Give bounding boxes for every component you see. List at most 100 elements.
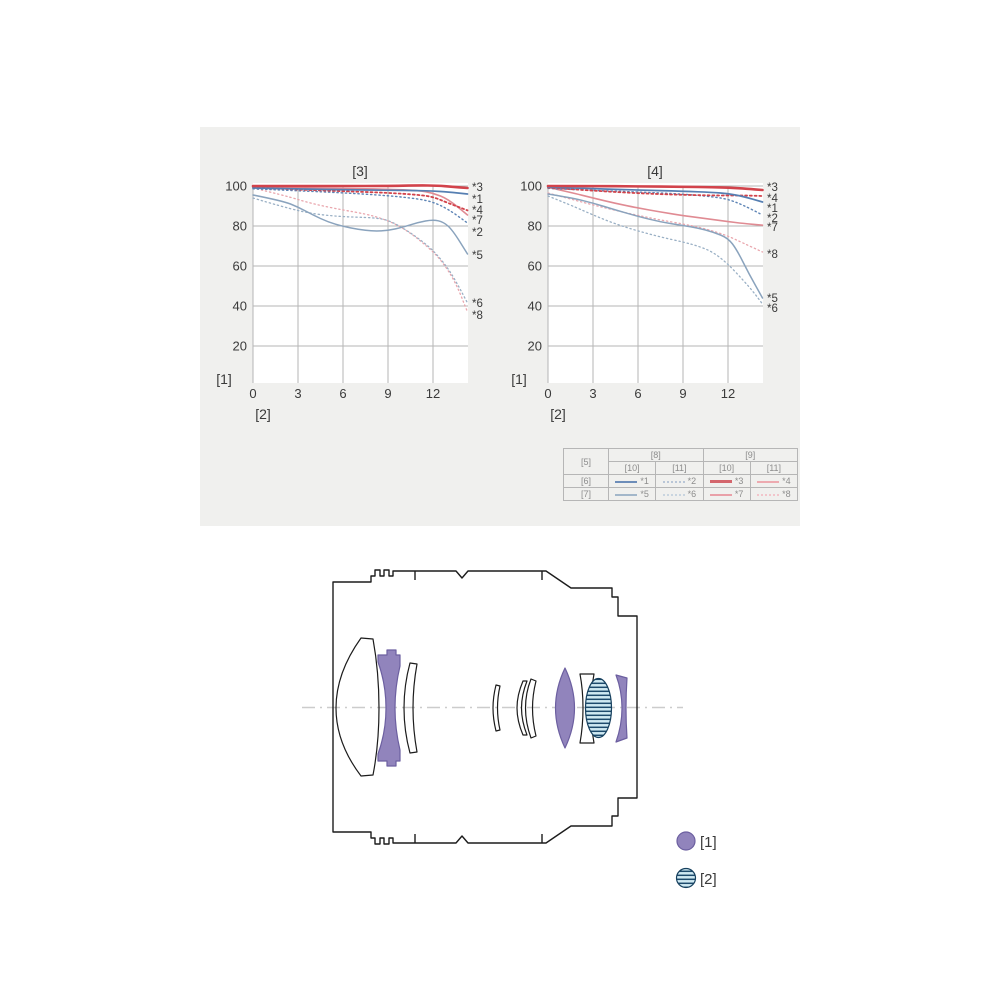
legend-entry-label: *3 [734,476,744,486]
lens-element-5a [516,680,528,736]
gridlines [252,185,468,383]
series-*1 [547,186,764,203]
y-tick-label: 80 [233,219,247,234]
curve-label-*3: *3 [767,182,778,194]
legend-row-label: [7] [563,487,609,501]
legend-swatch-aspherical [676,831,696,851]
legend-corner-label: [5] [563,448,609,475]
legend-line-swatch [709,493,732,496]
legend-entry-label: *4 [782,476,791,486]
curve-label-*7: *7 [472,215,483,227]
series-*8 [547,192,764,253]
legend-entry-label: *8 [782,489,791,499]
y-tick-label: 60 [233,259,247,274]
series-*3 [546,184,764,192]
x-tick-label: 3 [294,386,301,401]
legend-label-aspherical: [1] [700,834,717,851]
series-*2 [252,188,469,224]
lens-element-aspherical-front [377,649,401,767]
curve-label-*2: *2 [472,227,483,239]
chart-title: [3] [352,163,368,179]
plot-area [548,183,763,383]
series-*3 [251,184,469,190]
lens-element-3 [403,662,418,754]
legend-entry-*5: *5 [607,487,657,501]
x-tick-label: 12 [426,386,440,401]
legend-label-striped: [2] [700,871,717,888]
y-tick-label: 20 [528,339,542,354]
y-tick-label: 20 [233,339,247,354]
legend-group-label: [9] [702,448,798,462]
mtf-chart-[4]: 100 80 60 40 20 0 3 6 9 12 [4] [1] [2] *3*4*1*2*7 *8 *5… [511,163,778,422]
curve-label-*4: *4 [472,205,483,217]
legend-subcol-label: [10] [607,461,657,475]
curve-label-*8: *8 [767,249,778,261]
legend-entry-label: *5 [640,489,649,499]
lens-elements-aspherical [377,649,628,767]
mtf-panel: 100 80 60 40 20 0 3 6 9 12 [3] [1] [2] *3 *1 *4 *7 *2 *5 *6… [200,127,800,526]
legend-entry-*3: *3 [702,474,751,488]
y-axis-label: [1] [216,371,232,387]
x-tick-label: 9 [384,386,391,401]
series-*8 [252,187,469,313]
series-*7 [547,186,764,226]
legend-line-swatch [615,493,638,496]
lens-element-4 [492,684,501,732]
y-tick-label: 80 [528,219,542,234]
curve-label-*1: *1 [767,203,778,215]
curve-label-*8: *8 [472,310,483,322]
y-tick-label: 40 [528,299,542,314]
y-axis-label: [1] [511,371,527,387]
legend-subcol-label: [11] [655,461,704,475]
series-*5 [547,193,764,299]
mtf-legend-table: [5] [8] [9] [10] [11] [10] [11] [6] *1 *2 *3 *4 [7] *… [563,448,799,501]
legend-subcol-label: [10] [702,461,751,475]
y-tick-label: 40 [233,299,247,314]
x-tick-label: 3 [589,386,596,401]
legend-entry-label: *2 [687,476,697,486]
x-tick-label: 12 [721,386,735,401]
curve-label-*1: *1 [472,194,483,206]
series-*5 [252,194,469,255]
plot-area [253,183,468,383]
lens-diagram-svg: [1] [2] [302,569,717,889]
legend-entry-*1: *1 [607,474,657,488]
legend-line-swatch [709,480,732,484]
legend-entry-label: *7 [734,489,744,499]
lens-element-aspherical-mid [554,667,576,749]
y-tick-label: 100 [520,179,542,194]
x-tick-label: 6 [634,386,641,401]
x-axis-label: [2] [255,406,271,422]
legend-group-label: [8] [608,448,704,462]
gridlines [547,185,763,383]
legend-entry-*2: *2 [655,474,704,488]
series-*6 [252,197,469,304]
chart-title: [4] [647,163,663,179]
legend-line-swatch [757,480,780,483]
legend-subcol-label: [11] [749,461,799,475]
lens-element-5b [524,678,537,739]
legend-line-swatch [662,493,685,496]
curve-label-*6: *6 [767,303,778,315]
lens-element-aspherical-rear [615,674,628,743]
legend-line-swatch [662,480,685,483]
x-tick-label: 9 [679,386,686,401]
legend-swatch-striped [675,867,697,889]
y-tick-label: 100 [225,179,247,194]
lens-element-striped [584,677,613,739]
legend-line-swatch [615,480,638,483]
lens-barrel-outline [332,569,638,845]
x-axis-label: [2] [550,406,566,422]
legend-entry-*8: *8 [749,487,799,501]
curve-label-*3: *3 [472,182,483,194]
legend-entry-label: *1 [640,476,649,486]
mtf-chart-[3]: 100 80 60 40 20 0 3 6 9 12 [3] [1] [2] *3*1*4*7*2 *5 *6… [216,163,483,422]
y-tick-label: 60 [528,259,542,274]
curve-label-*5: *5 [472,250,483,262]
x-tick-label: 6 [339,386,346,401]
legend-entry-label: *6 [687,489,697,499]
series-*1 [252,187,469,195]
legend-entry-*6: *6 [655,487,704,501]
